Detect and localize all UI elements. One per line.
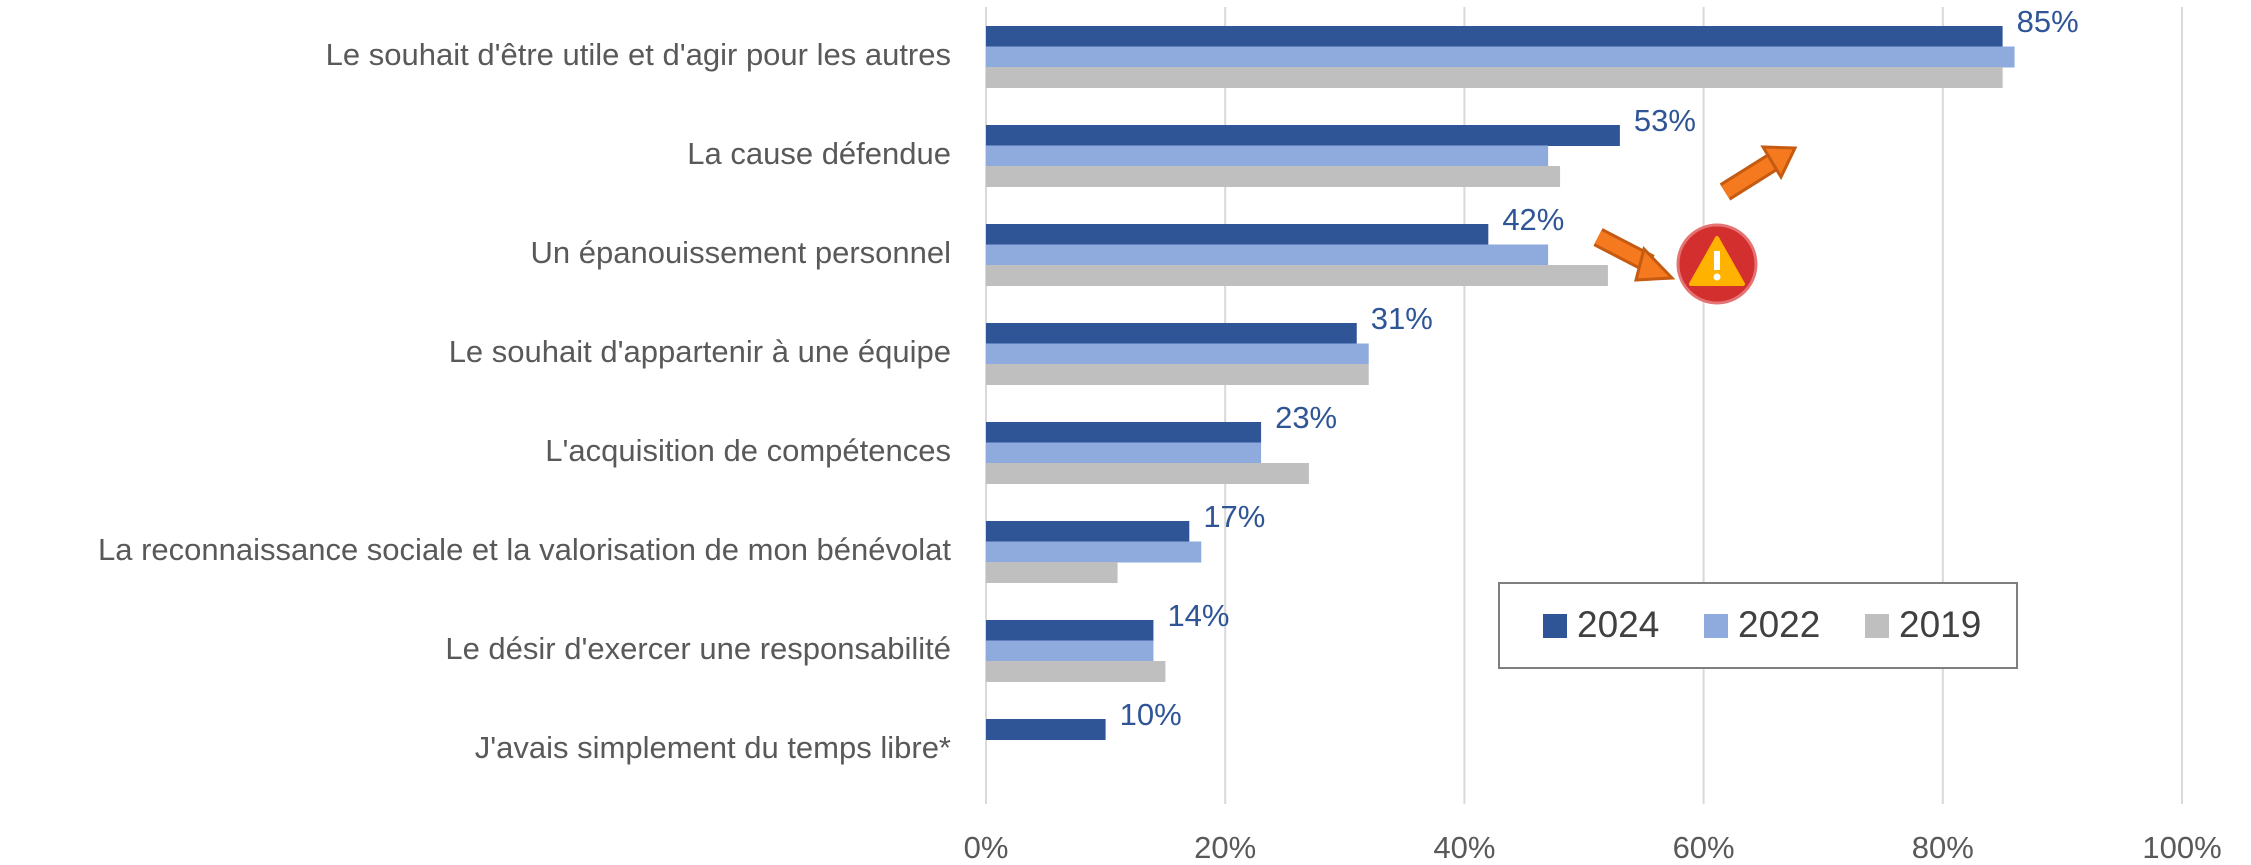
bar — [986, 145, 1549, 167]
bar — [986, 323, 1357, 344]
bar — [986, 343, 1369, 365]
bar — [986, 166, 1561, 187]
y-tick-label: Le souhait d'appartenir à une équipe — [449, 334, 951, 369]
bar — [986, 661, 1166, 682]
y-tick-label: Le souhait d'être utile et d'agir pour l… — [326, 37, 951, 72]
x-tick-label: 20% — [1194, 830, 1256, 865]
legend-swatch — [1865, 614, 1889, 638]
bar — [986, 521, 1190, 542]
legend-label: 2022 — [1738, 604, 1820, 645]
bar — [986, 26, 2003, 47]
bar — [986, 719, 1106, 740]
value-label: 10% — [1120, 697, 1182, 732]
value-label: 23% — [1275, 400, 1337, 435]
bar — [986, 620, 1154, 641]
bar — [986, 244, 1549, 266]
bar — [986, 364, 1369, 385]
x-tick-label: 60% — [1673, 830, 1735, 865]
warning-bang — [1714, 251, 1720, 270]
y-tick-label: La reconnaissance sociale et la valorisa… — [98, 532, 951, 567]
y-tick-label: Un épanouissement personnel — [531, 235, 952, 270]
legend-box — [1498, 582, 2018, 669]
x-tick-label: 100% — [2142, 830, 2221, 865]
legend-label: 2019 — [1899, 604, 1981, 645]
arrow-up — [1721, 154, 1780, 198]
y-tick-label: J'avais simplement du temps libre* — [475, 730, 951, 765]
y-tick-label: L'acquisition de compétences — [545, 433, 951, 468]
bar — [986, 125, 1620, 146]
x-tick-label: 80% — [1912, 830, 1974, 865]
bar — [986, 67, 2003, 88]
bar — [986, 265, 1608, 286]
bar — [986, 46, 2015, 68]
value-label: 14% — [1167, 598, 1229, 633]
value-label: 53% — [1634, 103, 1696, 138]
legend-swatch — [1704, 614, 1728, 638]
annotation-arrows — [1593, 145, 1798, 305]
warning-dot — [1713, 273, 1721, 281]
arrow-up-head — [1760, 145, 1798, 181]
value-label: 42% — [1502, 202, 1564, 237]
x-tick-label: 0% — [964, 830, 1009, 865]
bar — [986, 224, 1489, 245]
bar — [986, 463, 1309, 484]
bar — [986, 422, 1262, 443]
y-tick-label: La cause défendue — [687, 136, 951, 171]
x-tick-label: 40% — [1433, 830, 1495, 865]
legend-label: 2024 — [1577, 604, 1659, 645]
value-label: 31% — [1371, 301, 1433, 336]
bar — [986, 562, 1118, 583]
legend-swatch — [1543, 614, 1567, 638]
value-label: 85% — [2017, 4, 2079, 39]
y-tick-label: Le désir d'exercer une responsabilité — [445, 631, 951, 666]
bar — [986, 541, 1202, 563]
arrow-down-head — [1634, 246, 1676, 282]
value-label: 17% — [1203, 499, 1265, 534]
bar — [986, 442, 1262, 464]
bar — [986, 640, 1154, 662]
